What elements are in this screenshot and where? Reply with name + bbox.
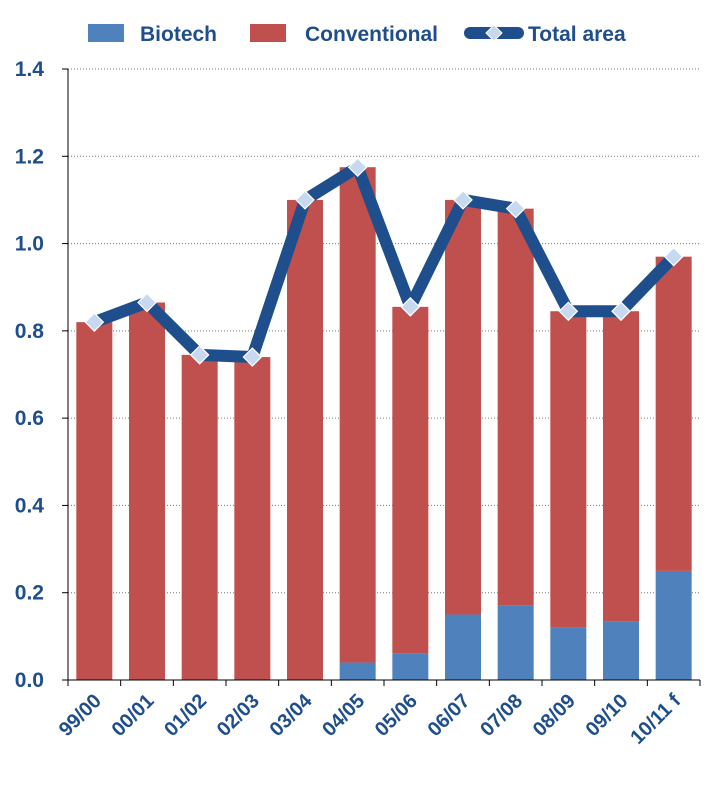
legend: Biotech Conventional Total area (88, 23, 626, 46)
y-tick-label: 1.4 (15, 58, 45, 81)
y-tick-label: 0.0 (15, 669, 44, 692)
bar-biotech (445, 614, 481, 680)
bar-conventional (392, 306, 429, 654)
bar-conventional (234, 357, 271, 680)
y-tick-label: 0.4 (15, 494, 45, 517)
bar-conventional (550, 311, 587, 628)
y-tick-label: 0.2 (15, 582, 44, 605)
bar-conventional (655, 256, 692, 571)
x-tick-label: 09/10 (582, 690, 633, 741)
x-tick-label: 04/05 (318, 690, 369, 741)
x-tick-label: 10/11 f (626, 690, 685, 749)
line-point-total-area (663, 246, 684, 267)
line-point-total-area (611, 301, 631, 322)
legend-label-conventional: Conventional (305, 23, 438, 46)
line-point-total-area (453, 190, 473, 210)
bar-biotech (497, 605, 534, 680)
bar-biotech (655, 570, 692, 680)
bar-conventional (76, 322, 113, 680)
x-tick-label: 07/08 (476, 690, 527, 741)
bar-conventional (181, 354, 218, 680)
legend-label-biotech: Biotech (140, 23, 217, 46)
line-point-total-area (137, 292, 157, 313)
line-point-total-area (189, 345, 210, 365)
x-tick-label: 02/03 (213, 690, 264, 741)
line-point-total-area (242, 347, 263, 367)
y-tick-label: 1.0 (15, 233, 44, 256)
bar-biotech (392, 653, 429, 680)
total-area-line (84, 157, 684, 367)
x-tick-label: 01/02 (160, 690, 211, 741)
bar-biotech (603, 621, 639, 680)
bar-conventional (129, 302, 165, 680)
line-point-total-area (505, 198, 526, 219)
x-tick-label: 08/09 (529, 690, 580, 741)
y-tick-label: 1.2 (15, 145, 44, 168)
y-tick-label: 0.6 (15, 407, 44, 430)
bars (76, 167, 692, 680)
legend-label-total-area: Total area (528, 23, 626, 46)
x-tick-label: 05/06 (371, 690, 422, 741)
x-tick-label: 99/00 (55, 690, 106, 741)
line-point-total-area (347, 157, 368, 178)
line-point-total-area (84, 312, 105, 332)
bar-conventional (445, 199, 481, 615)
x-tick-label: 00/01 (108, 690, 159, 741)
y-tick-label: 0.8 (15, 320, 45, 343)
bar-biotech (339, 662, 376, 680)
line-point-total-area (295, 190, 315, 210)
legend-marker-total-area (485, 24, 503, 42)
legend-swatch-biotech (88, 24, 124, 42)
line-point-total-area (400, 297, 421, 317)
bar-biotech (550, 627, 587, 680)
bar-conventional (339, 167, 376, 663)
x-tick-label: 03/04 (266, 689, 318, 741)
bar-conventional (603, 311, 639, 622)
bar-conventional (497, 208, 534, 606)
legend-swatch-conventional (250, 24, 286, 42)
bar-conventional (287, 199, 323, 680)
line-total-area (88, 161, 680, 364)
line-point-total-area (558, 301, 579, 322)
x-tick-label: 06/07 (424, 690, 475, 741)
